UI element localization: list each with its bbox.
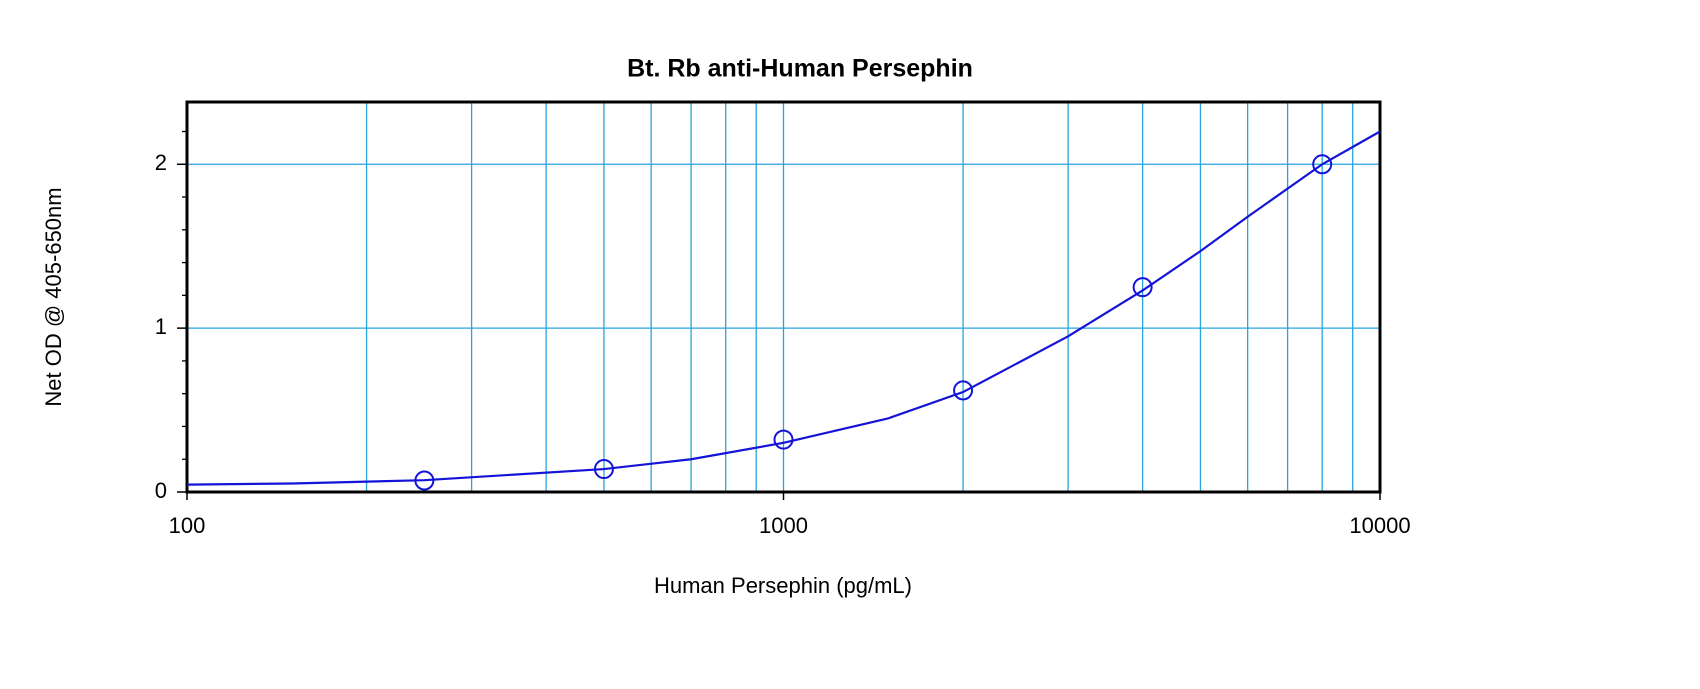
data-point: [773, 429, 794, 450]
data-point: [953, 380, 974, 401]
data-point: [1312, 154, 1333, 175]
x-tick-label: 10000: [1349, 513, 1410, 538]
chart-title: Bt. Rb anti-Human Persephin: [627, 55, 973, 83]
plot-frame: [185, 100, 1382, 494]
y-tick-label: 1: [155, 314, 167, 339]
y-tick-label: 0: [155, 478, 167, 503]
data-point: [1132, 277, 1153, 298]
y-axis-label: Net OD @ 405-650nm: [41, 187, 66, 406]
y-tick-label: 2: [155, 150, 167, 175]
x-tick-label: 1000: [759, 513, 808, 538]
fit-curve: [186, 130, 1381, 486]
x-axis-label: Human Persephin (pg/mL): [654, 573, 912, 598]
x-tick-label: 100: [169, 513, 206, 538]
